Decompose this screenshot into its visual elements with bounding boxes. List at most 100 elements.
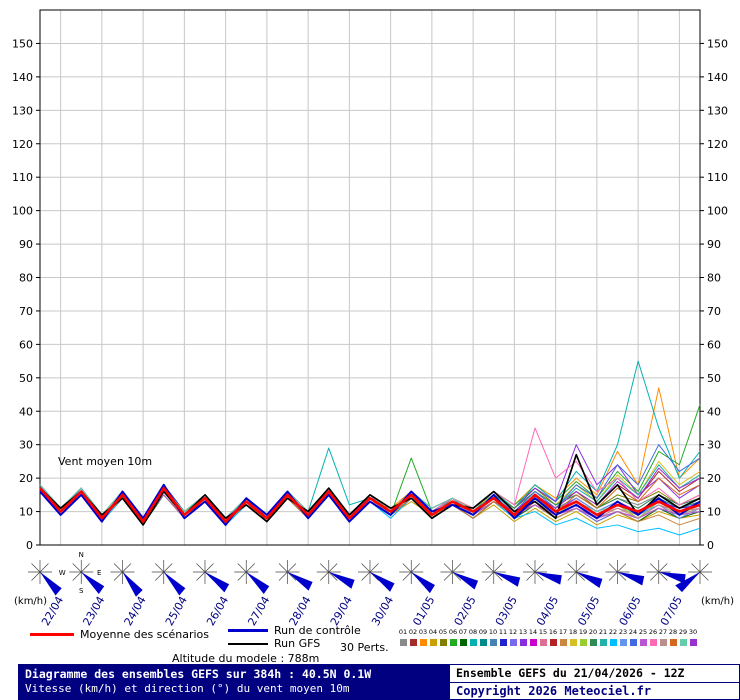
pert-legend-item: 24	[628, 628, 638, 646]
svg-text:0: 0	[26, 539, 33, 552]
pert-legend-item: 19	[578, 628, 588, 646]
svg-text:07/05: 07/05	[658, 594, 685, 628]
perts-legend: 01 02 03 04 05 06 07 08 09 10 11 12 13 14 15 16 17 18 19 20…	[398, 628, 698, 646]
svg-text:29/04: 29/04	[328, 594, 355, 628]
svg-text:E: E	[97, 569, 101, 577]
pert-legend-item: 03	[418, 628, 428, 646]
pert-legend-item: 25	[638, 628, 648, 646]
pert-legend-item: 27	[658, 628, 668, 646]
pert-legend-item: 23	[618, 628, 628, 646]
pert-legend-item: 05	[438, 628, 448, 646]
svg-text:30: 30	[19, 439, 33, 452]
svg-text:10: 10	[19, 506, 33, 519]
pert-legend-item: 06	[448, 628, 458, 646]
pert-legend-item: 13	[518, 628, 528, 646]
copyright: Copyright 2026 Meteociel.fr	[456, 684, 652, 698]
svg-text:140: 140	[707, 71, 728, 84]
svg-text:0: 0	[707, 539, 714, 552]
diagram-subtitle: Vitesse (km/h) et direction (°) du vent …	[25, 682, 350, 695]
footer-run-box: Ensemble GEFS du 21/04/2026 - 12Z Copyri…	[449, 665, 739, 699]
pert-legend-item: 01	[398, 628, 408, 646]
svg-text:S: S	[79, 587, 84, 595]
svg-text:(km/h): (km/h)	[701, 596, 734, 607]
pert-legend-item: 18	[568, 628, 578, 646]
model-altitude-label: Altitude du modele : 788m	[172, 652, 320, 665]
svg-text:100: 100	[707, 205, 728, 218]
pert-legend-item: 28	[668, 628, 678, 646]
run-info: Ensemble GEFS du 21/04/2026 - 12Z	[450, 665, 739, 683]
svg-text:23/04: 23/04	[80, 594, 107, 628]
svg-text:50: 50	[19, 372, 33, 385]
svg-text:20: 20	[707, 472, 721, 485]
svg-text:110: 110	[12, 171, 33, 184]
svg-text:(km/h): (km/h)	[14, 596, 47, 607]
pert-legend-item: 09	[478, 628, 488, 646]
svg-text:03/05: 03/05	[493, 594, 520, 628]
pert-legend-item: 30	[688, 628, 698, 646]
svg-text:120: 120	[707, 138, 728, 151]
svg-text:120: 120	[12, 138, 33, 151]
mean-legend-label: Moyenne des scénarios	[80, 628, 209, 641]
footer-title-box: Diagramme des ensembles GEFS sur 384h : …	[19, 665, 449, 699]
svg-text:28/04: 28/04	[287, 594, 314, 628]
pert-legend-item: 14	[528, 628, 538, 646]
svg-text:05/05: 05/05	[575, 594, 602, 628]
control-legend-swatch	[228, 629, 268, 632]
svg-text:06/05: 06/05	[617, 594, 644, 628]
pert-legend-item: 16	[548, 628, 558, 646]
pert-legend-item: 07	[458, 628, 468, 646]
svg-text:26/04: 26/04	[204, 594, 231, 628]
svg-text:90: 90	[707, 238, 721, 251]
svg-text:130: 130	[12, 104, 33, 117]
pert-legend-item: 10	[488, 628, 498, 646]
pert-legend-item: 11	[498, 628, 508, 646]
svg-text:100: 100	[12, 205, 33, 218]
svg-text:02/05: 02/05	[452, 594, 479, 628]
footer-bar: Diagramme des ensembles GEFS sur 384h : …	[18, 664, 740, 700]
diagram-title: Diagramme des ensembles GEFS sur 384h : …	[25, 667, 372, 681]
svg-text:80: 80	[19, 272, 33, 285]
svg-text:30/04: 30/04	[369, 594, 396, 628]
svg-text:90: 90	[19, 238, 33, 251]
svg-text:60: 60	[19, 338, 33, 351]
svg-text:80: 80	[707, 272, 721, 285]
pert-legend-item: 08	[468, 628, 478, 646]
svg-text:N: N	[79, 551, 84, 559]
svg-text:70: 70	[19, 305, 33, 318]
pert-legend-item: 04	[428, 628, 438, 646]
svg-text:50: 50	[707, 372, 721, 385]
svg-text:30: 30	[707, 439, 721, 452]
svg-text:W: W	[59, 569, 66, 577]
pert-legend-item: 20	[588, 628, 598, 646]
svg-text:40: 40	[19, 405, 33, 418]
pert-legend-item: 22	[608, 628, 618, 646]
svg-text:20: 20	[19, 472, 33, 485]
svg-text:130: 130	[707, 104, 728, 117]
pert-legend-item: 17	[558, 628, 568, 646]
pert-legend-item: 21	[598, 628, 608, 646]
perts-legend-label: 30 Perts.	[340, 641, 389, 654]
svg-text:25/04: 25/04	[163, 594, 190, 628]
pert-legend-item: 12	[508, 628, 518, 646]
wind-ensemble-chart: 22/04 23/04 24/04 25/04 26/04 27/04 28/04 29/04…	[12, 9, 734, 628]
svg-text:10: 10	[707, 506, 721, 519]
svg-text:70: 70	[707, 305, 721, 318]
svg-text:04/05: 04/05	[534, 594, 561, 628]
svg-text:27/04: 27/04	[245, 594, 272, 628]
svg-text:01/05: 01/05	[410, 594, 437, 628]
pert-legend-item: 26	[648, 628, 658, 646]
svg-text:150: 150	[707, 37, 728, 50]
gfs-legend-swatch	[228, 643, 268, 645]
control-legend-label: Run de contrôle	[274, 624, 361, 637]
svg-text:140: 140	[12, 71, 33, 84]
svg-text:Vent moyen 10m: Vent moyen 10m	[58, 455, 152, 468]
pert-legend-item: 15	[538, 628, 548, 646]
svg-text:150: 150	[12, 37, 33, 50]
mean-legend-swatch	[30, 633, 74, 636]
pert-legend-item: 29	[678, 628, 688, 646]
pert-legend-item: 02	[408, 628, 418, 646]
svg-text:24/04: 24/04	[122, 594, 149, 628]
svg-text:110: 110	[707, 171, 728, 184]
gfs-legend-label: Run GFS	[274, 637, 321, 650]
